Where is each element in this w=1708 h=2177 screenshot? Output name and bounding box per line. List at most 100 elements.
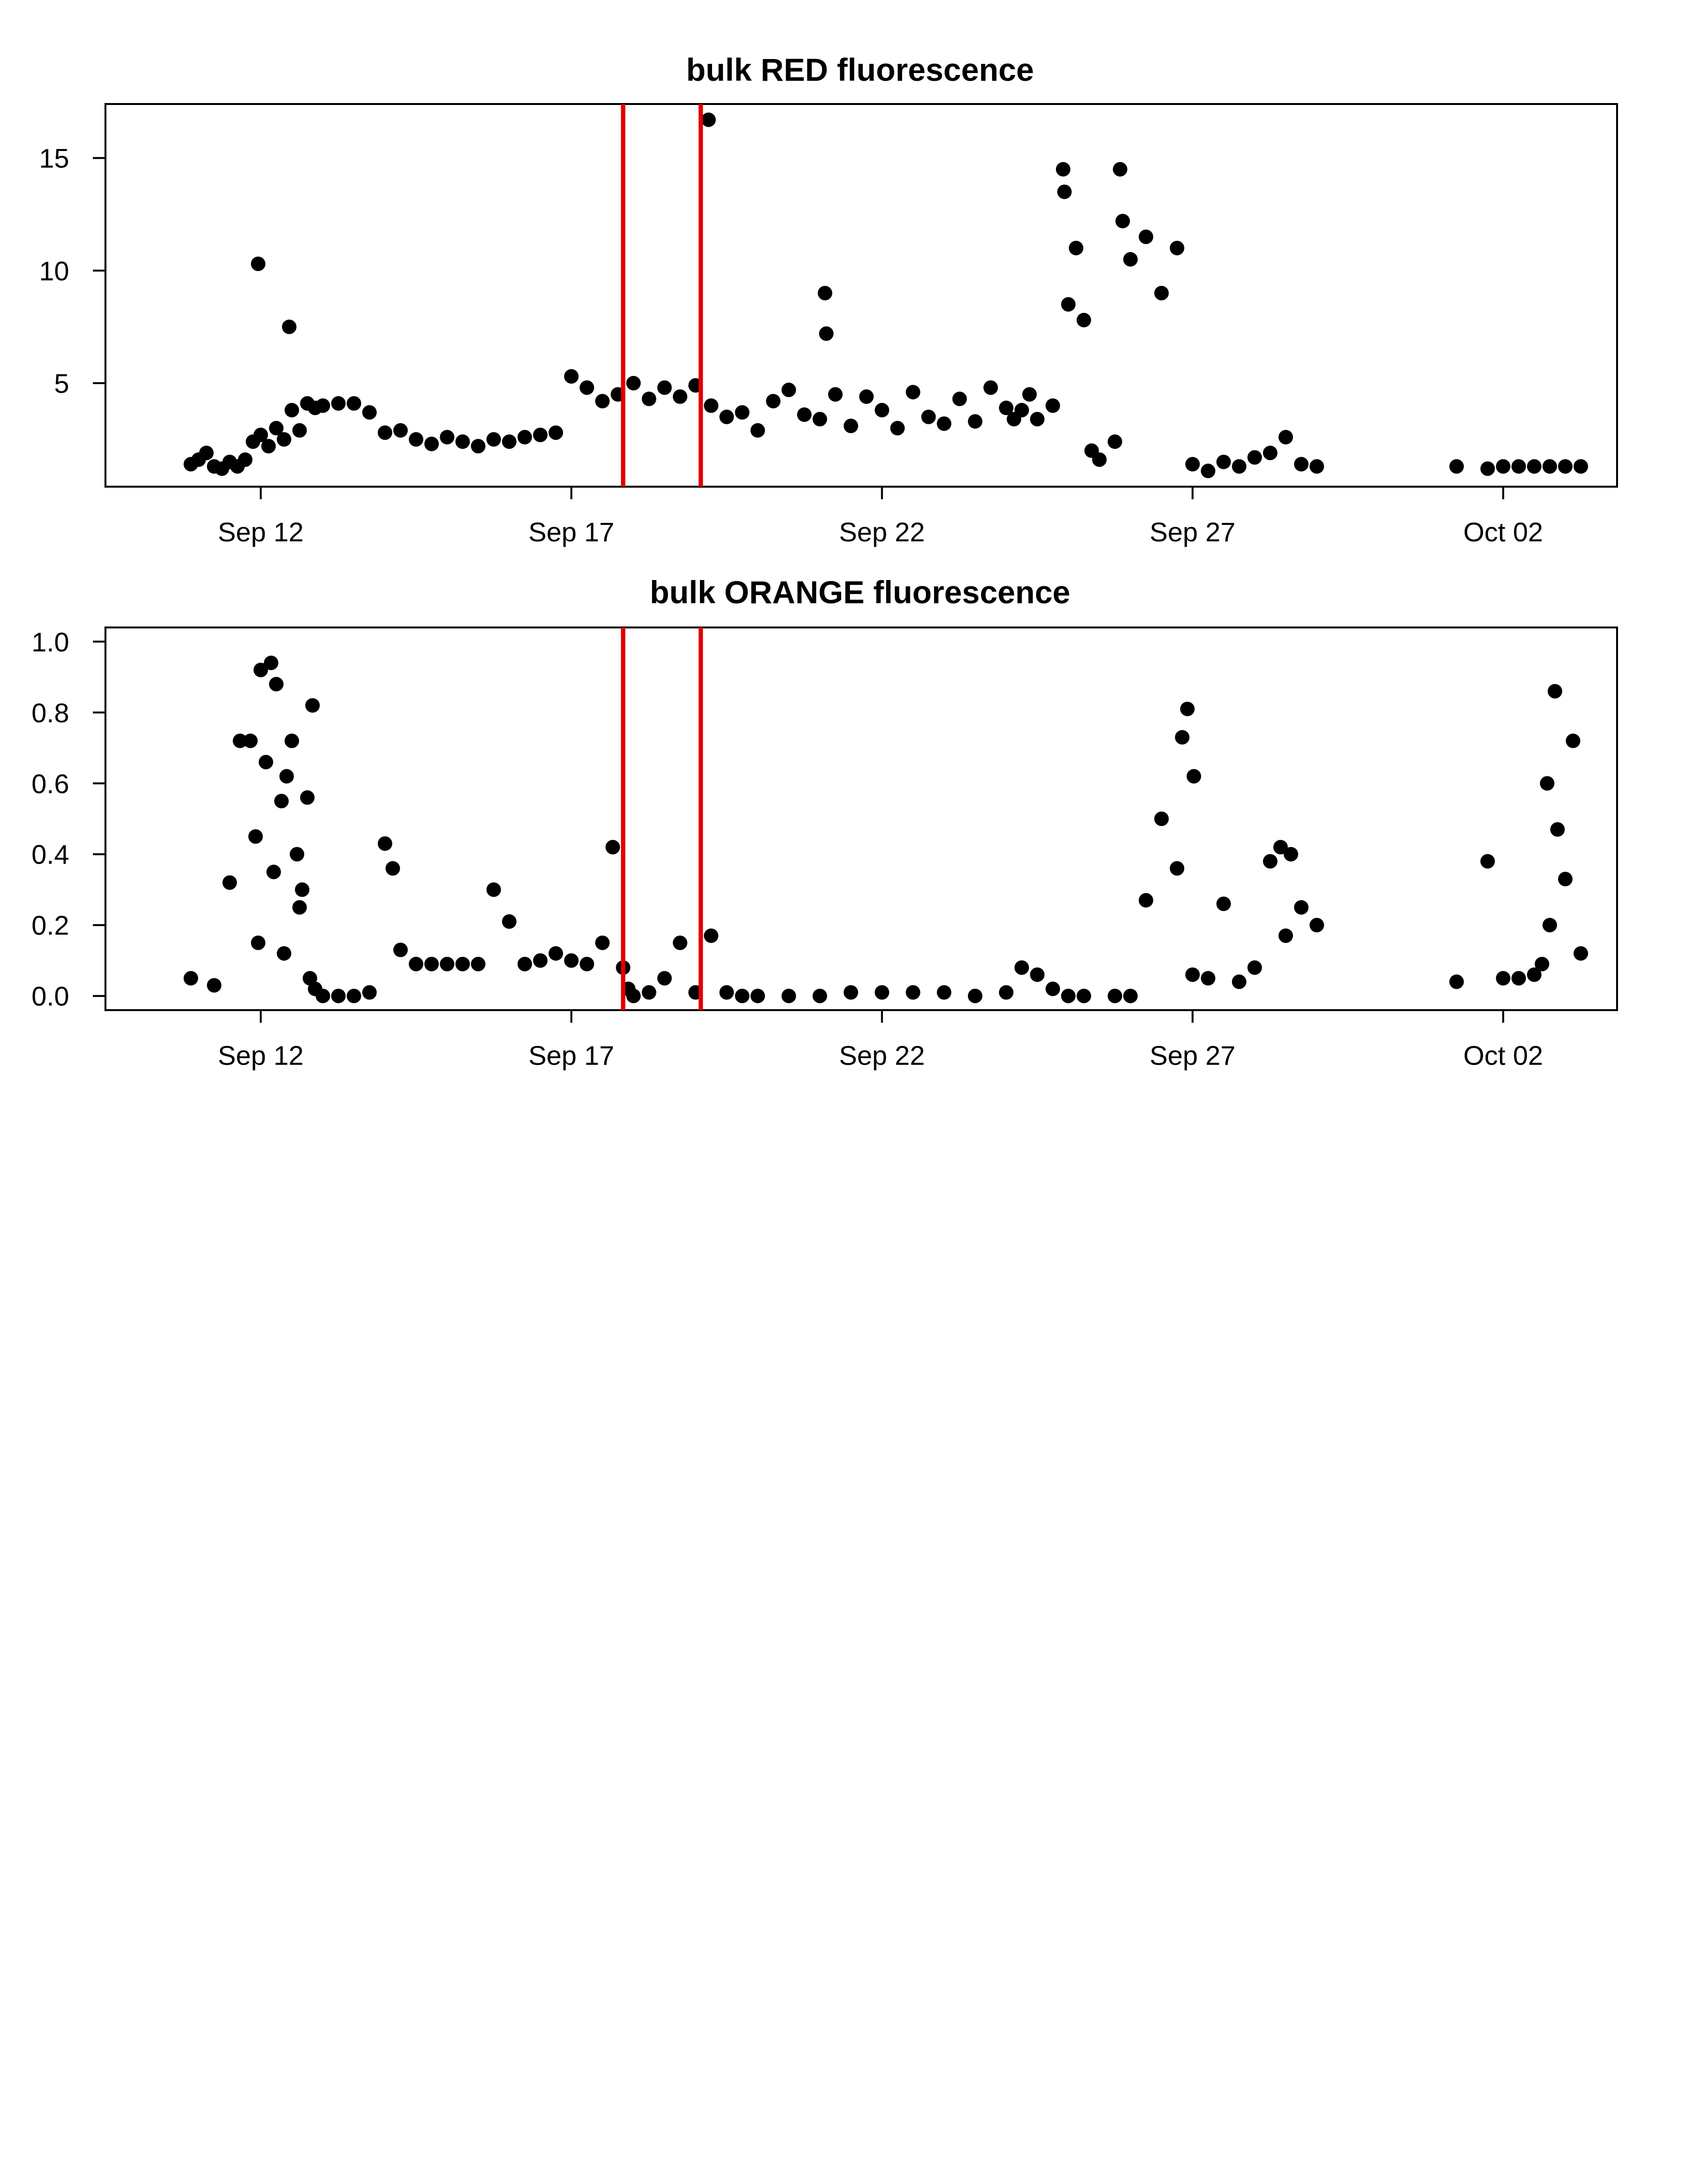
data-point (1278, 928, 1293, 943)
data-point (735, 405, 750, 420)
data-point (921, 409, 936, 424)
x-tick-label: Sep 17 (528, 1040, 614, 1071)
data-point (1170, 861, 1185, 876)
data-point (258, 755, 273, 770)
data-point (292, 423, 307, 438)
data-point (1185, 967, 1200, 982)
data-point (261, 439, 276, 454)
data-point (1540, 776, 1555, 791)
data-point (455, 434, 470, 449)
data-point (533, 427, 548, 442)
data-point (936, 416, 951, 431)
data-point (1045, 398, 1060, 413)
data-point (533, 953, 548, 968)
data-point (579, 380, 594, 395)
data-point (315, 398, 330, 413)
data-point (579, 956, 594, 971)
data-point (331, 988, 346, 1003)
data-point (1262, 446, 1277, 461)
data-point (253, 662, 268, 677)
data-point (844, 418, 859, 433)
data-point (471, 956, 486, 971)
data-point (781, 988, 796, 1003)
data-point (701, 112, 716, 127)
data-point (282, 319, 297, 334)
data-point (1045, 982, 1060, 997)
data-point (1247, 960, 1262, 975)
x-tick-label: Oct 02 (1463, 1040, 1543, 1071)
data-point (828, 387, 843, 402)
data-point (719, 985, 734, 1000)
data-point (183, 971, 198, 986)
data-point (844, 985, 859, 1000)
orange-data-points (183, 656, 1589, 1003)
data-point (471, 439, 486, 454)
data-point (274, 793, 289, 808)
data-point (564, 953, 579, 968)
data-point (999, 985, 1014, 1000)
data-point (1061, 988, 1076, 1003)
data-point (362, 985, 377, 1000)
data-point (1030, 967, 1045, 982)
data-point (269, 421, 284, 436)
data-point (704, 928, 719, 943)
data-point (1123, 252, 1138, 267)
data-point (1496, 459, 1511, 474)
data-point (1201, 463, 1216, 478)
x-tick-label: Sep 22 (839, 517, 925, 547)
x-tick-label: Sep 12 (218, 1040, 304, 1071)
data-point (251, 935, 266, 950)
y-tick-label: 0.0 (31, 981, 69, 1012)
data-point (424, 956, 439, 971)
data-point (1232, 974, 1247, 989)
data-point (1180, 701, 1195, 716)
data-point (1273, 840, 1288, 855)
data-point (1496, 971, 1511, 986)
data-point (1294, 900, 1309, 915)
data-point (595, 394, 610, 409)
data-point (875, 985, 890, 1000)
data-point (346, 988, 361, 1003)
y-tick-label: 0.6 (31, 768, 69, 799)
x-tick-label: Sep 27 (1150, 1040, 1236, 1071)
data-point (424, 436, 439, 451)
red-data-points (183, 112, 1589, 478)
data-point (797, 407, 812, 422)
x-tick-label: Sep 17 (528, 517, 614, 547)
data-point (704, 398, 719, 413)
orange-y-axis: 0.0 0.2 0.4 0.6 0.8 1.0 (31, 626, 105, 1012)
data-point (300, 790, 315, 805)
data-point (1170, 240, 1185, 255)
data-point (859, 389, 874, 404)
data-point (1511, 971, 1526, 986)
data-point (819, 326, 834, 341)
data-point (1511, 459, 1526, 474)
data-point (346, 396, 361, 411)
data-point (1216, 896, 1231, 911)
data-point (906, 385, 921, 400)
data-point (1014, 403, 1029, 418)
data-point (502, 434, 517, 449)
data-point (1185, 457, 1200, 472)
data-point (564, 369, 579, 384)
data-point (812, 412, 827, 427)
data-point (1014, 960, 1029, 975)
data-point (766, 394, 781, 409)
data-point (1030, 412, 1045, 427)
data-point (233, 733, 248, 748)
data-point (243, 733, 258, 748)
y-tick-label: 1.0 (31, 626, 69, 657)
data-point (440, 430, 455, 445)
data-point (641, 391, 656, 406)
orange-x-axis: Sep 12 Sep 17 Sep 22 Sep 27 Oct 02 (218, 1010, 1543, 1071)
red-fluorescence-panel: bulk RED fluorescence Sep 12 Sep 17 Sep 22… (39, 52, 1618, 547)
data-point (393, 423, 408, 438)
data-point (517, 956, 532, 971)
y-tick-label: 0.8 (31, 698, 69, 728)
data-point (1480, 461, 1495, 476)
data-point (277, 432, 292, 447)
data-point (1022, 387, 1037, 402)
data-point (1107, 988, 1122, 1003)
data-point (1574, 459, 1589, 474)
